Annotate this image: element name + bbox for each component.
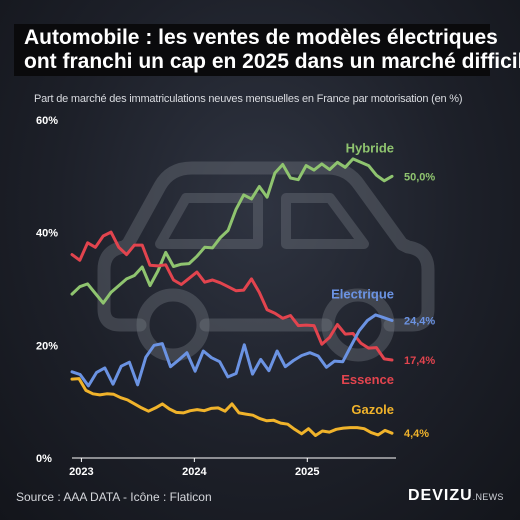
brand-suffix: .NEWS [472, 492, 504, 502]
series-end-value: 4,4% [404, 428, 429, 440]
y-tick-label: 0% [36, 453, 52, 465]
series-name-label: Gazole [351, 402, 394, 417]
brand-name: DEVIZU [408, 487, 473, 504]
chart-title-line-2: ont franchi un cap en 2025 dans un march… [24, 50, 520, 73]
series-end-value: 17,4% [404, 355, 435, 367]
x-tick-label: 2023 [69, 466, 93, 478]
x-tick-label: 2025 [295, 466, 319, 478]
y-axis: 0% 20% 40% 60% [36, 115, 58, 465]
series-name-label: Electrique [331, 287, 394, 302]
y-tick-label: 60% [36, 115, 58, 127]
series-line-hybride [70, 157, 394, 305]
series-name-label: Hybride [346, 140, 394, 155]
series-line-electrique [70, 313, 394, 388]
series-line-gazole [70, 377, 394, 437]
brand-logo: DEVIZU.NEWS [408, 487, 504, 505]
y-tick-label: 20% [36, 340, 58, 352]
series-name-label: Essence [341, 372, 394, 387]
x-tick-label: 2024 [182, 466, 207, 478]
series-line-essence [70, 230, 394, 362]
series-end-value: 50,0% [404, 171, 435, 183]
series-end-value: 24,4% [404, 316, 435, 328]
x-axis: 2023 2024 2025 [69, 457, 396, 478]
y-tick-label: 40% [36, 228, 58, 240]
chart-title-line-1: Automobile : les ventes de modèles élect… [24, 26, 498, 49]
source-note: Source : AAA DATA - Icône : Flaticon [16, 490, 212, 504]
series-lines [70, 157, 394, 437]
series-labels: Hybride 50,0% Essence 17,4% Electrique 24,4% G… [331, 140, 435, 440]
chart-subtitle: Part de marché des immatriculations neuv… [34, 93, 463, 105]
title-box: Automobile : les ventes de modèles élect… [14, 24, 520, 76]
